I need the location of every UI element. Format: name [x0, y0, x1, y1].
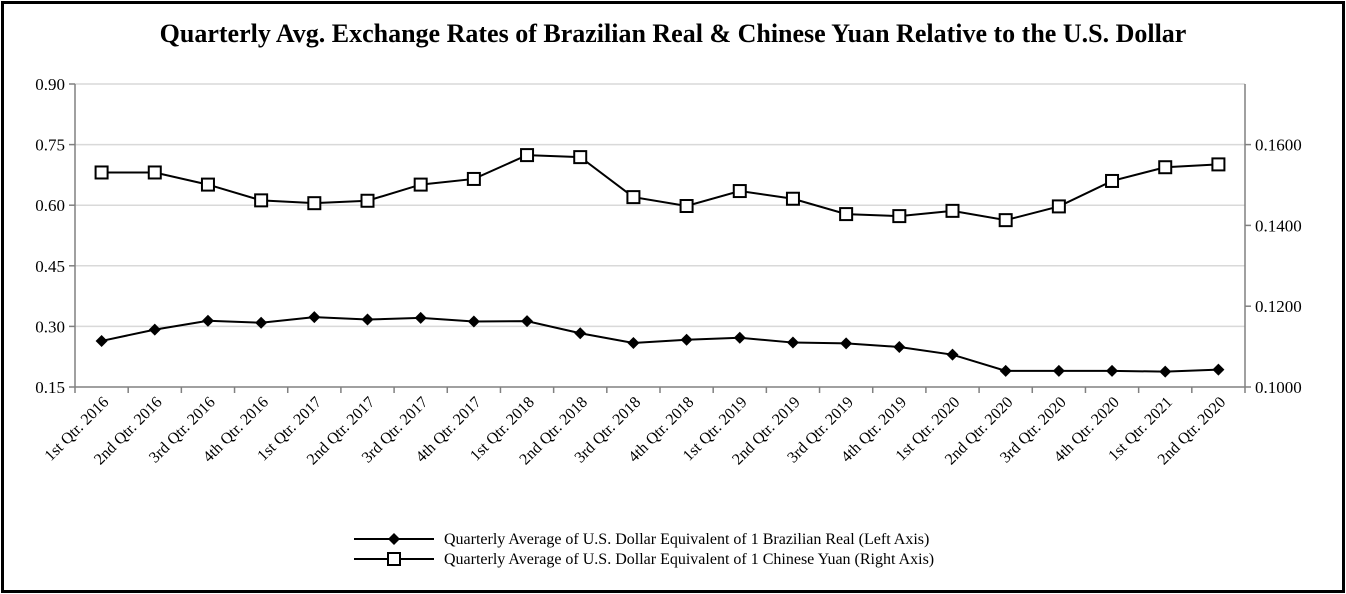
left-axis-tick-label: 0.75: [35, 136, 65, 155]
data-point-diamond: [148, 323, 161, 336]
data-point-square: [785, 191, 800, 206]
series-line-1: [101, 316, 1219, 373]
data-point-square: [200, 177, 215, 192]
left-axis-tick-label: 0.60: [35, 196, 65, 215]
data-point-square: [892, 209, 907, 224]
data-point-square: [1211, 157, 1226, 172]
right-axis-tick-label: 0.1200: [1255, 297, 1302, 316]
right-axis-tick-label: 0.1000: [1255, 378, 1302, 397]
data-point-square: [520, 148, 535, 163]
data-point-diamond: [1106, 364, 1119, 377]
data-point-square: [732, 184, 747, 199]
data-point-square: [254, 193, 269, 208]
data-point-diamond: [95, 334, 108, 347]
data-point-square: [626, 190, 641, 205]
data-point-diamond: [1159, 365, 1172, 378]
data-point-diamond: [893, 341, 906, 354]
data-point-diamond: [1052, 364, 1065, 377]
data-point-diamond: [999, 364, 1012, 377]
line-chart: 0.15 0.30 0.45 0.60 0.75 0.90 0.1000 0.1200 0.14…: [35, 75, 1302, 568]
legend-marker-square: [387, 552, 401, 566]
legend-label-1: Quarterly Average of U.S. Dollar Equival…: [444, 531, 929, 548]
data-point-square: [1158, 160, 1173, 175]
data-point-diamond: [361, 313, 374, 326]
data-point-diamond: [627, 336, 640, 349]
data-point-diamond: [308, 311, 321, 324]
data-point-square: [94, 165, 109, 180]
data-point-square: [413, 177, 428, 192]
data-point-diamond: [946, 348, 959, 361]
data-point-diamond: [574, 327, 587, 340]
data-point-diamond: [840, 337, 853, 350]
series-line-2: [101, 154, 1219, 222]
chart-title: Quarterly Avg. Exchange Rates of Brazili…: [159, 19, 1187, 48]
data-point-diamond: [733, 331, 746, 344]
legend-marker-diamond: [388, 533, 400, 545]
data-point-square: [1051, 199, 1066, 214]
legend-label-2: Quarterly Average of U.S. Dollar Equival…: [444, 551, 934, 568]
data-point-diamond: [521, 315, 534, 328]
right-axis-tick-label: 0.1600: [1255, 136, 1302, 155]
data-point-diamond: [680, 333, 693, 346]
data-point-square: [307, 196, 322, 211]
data-point-square: [945, 203, 960, 218]
data-point-square: [679, 199, 694, 214]
data-point-square: [360, 193, 375, 208]
data-point-square: [147, 165, 162, 180]
data-point-square: [998, 213, 1013, 228]
data-point-diamond: [467, 315, 480, 328]
data-point-square: [1105, 173, 1120, 188]
data-point-square: [839, 207, 854, 222]
right-axis-tick-label: 0.1400: [1255, 216, 1302, 235]
left-axis-tick-label: 0.45: [35, 257, 65, 276]
data-point-diamond: [414, 311, 427, 324]
data-point-diamond: [201, 314, 214, 327]
data-point-diamond: [1212, 363, 1225, 376]
left-axis-tick-label: 0.90: [35, 75, 65, 94]
left-axis-tick-label: 0.15: [35, 378, 65, 397]
left-axis-tick-label: 0.30: [35, 317, 65, 336]
data-point-square: [466, 171, 481, 186]
data-point-diamond: [786, 336, 799, 349]
data-point-square: [573, 150, 588, 165]
